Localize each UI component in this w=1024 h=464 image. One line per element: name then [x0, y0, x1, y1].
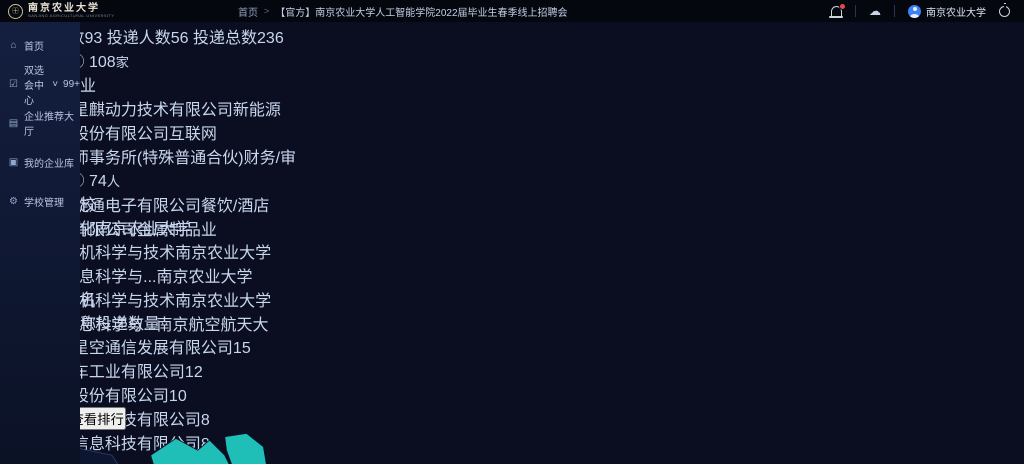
divider [894, 5, 895, 17]
sidebar-item-my-companies[interactable]: ▣ 我的企业库 [0, 146, 80, 178]
view-ranking-button[interactable]: 查看排行 [68, 407, 126, 430]
home-icon: ⌂ [10, 39, 17, 51]
sidebar-item-fair-center[interactable]: ☑ 双选会中心 ˅ 99+ [0, 66, 80, 107]
university-logo: ㊉ 南京农业大学 NANJING AGRICULTURAL UNIVERSITY [0, 3, 238, 19]
sidebar-item-company-hall[interactable]: ▤ 企业推荐大厅 [0, 107, 80, 139]
stat-value: 93 [84, 30, 103, 47]
sidebar: ⌂ 首页 ☑ 双选会中心 ˅ 99+ ▤ 企业推荐大厅 ▣ 我的企业库 ⚙ 学校… [0, 22, 80, 464]
sidebar-item-home[interactable]: ⌂ 首页 [0, 29, 80, 61]
logo-subtext: NANJING AGRICULTURAL UNIVERSITY [28, 13, 115, 18]
student-stats-card: 学生 报名数93 投递人数56 投递总数236 [0, 24, 1024, 48]
my-companies-icon: ▣ [8, 156, 19, 168]
user-menu[interactable]: 南京农业大学 [908, 4, 986, 19]
companies-count-badge: 108家 [88, 54, 129, 71]
breadcrumb: 首页 > 【官方】南京农业大学人工智能学院2022届毕业生春季线上招聘会 [238, 4, 568, 19]
sidebar-item-label: 双选会中心 [24, 65, 44, 107]
top-bar: ㊉ 南京农业大学 NANJING AGRICULTURAL UNIVERSITY… [0, 0, 1024, 22]
sidebar-item-label: 企业推荐大厅 [24, 112, 74, 138]
breadcrumb-separator: > [264, 6, 270, 16]
col-header: 投递数量 [96, 316, 161, 333]
stat-value: 236 [257, 30, 284, 47]
chevron-down-icon: ˅ [52, 78, 59, 90]
china-choropleth-map[interactable] [0, 430, 340, 464]
avatar [908, 4, 921, 18]
notification-dot [839, 3, 846, 10]
sidebar-item-label: 首页 [24, 41, 44, 53]
sidebar-item-label: 我的企业库 [24, 158, 74, 170]
breadcrumb-current: 【官方】南京农业大学人工智能学院2022届毕业生春季线上招聘会 [275, 7, 568, 19]
stat-label: 投递人数 [106, 30, 171, 47]
students-count-badge: 74人 [88, 173, 121, 190]
divider [855, 5, 856, 17]
fair-center-icon: ☑ [9, 78, 18, 90]
company-hall-icon: ▤ [8, 117, 19, 129]
cloud-download-icon[interactable]: ☁ [869, 4, 881, 18]
sidebar-item-label: 学校管理 [24, 197, 64, 209]
school-admin-gear-icon: ⚙ [9, 195, 18, 207]
logout-power-icon[interactable] [999, 5, 1010, 17]
user-name: 南京农业大学 [926, 7, 986, 19]
university-emblem-icon: ㊉ [8, 3, 23, 19]
breadcrumb-home-link[interactable]: 首页 [238, 7, 258, 19]
notification-bell-icon[interactable] [829, 3, 846, 18]
sidebar-item-school-admin[interactable]: ⚙ 学校管理 [0, 185, 80, 217]
stat-value: 56 [170, 30, 189, 47]
fair-center-badge: 99+ [63, 78, 80, 90]
logo-name: 南京农业大学 [28, 3, 100, 14]
stat-label: 投递总数 [193, 30, 258, 47]
top-bar-actions: ☁ 南京农业大学 [829, 3, 1024, 19]
